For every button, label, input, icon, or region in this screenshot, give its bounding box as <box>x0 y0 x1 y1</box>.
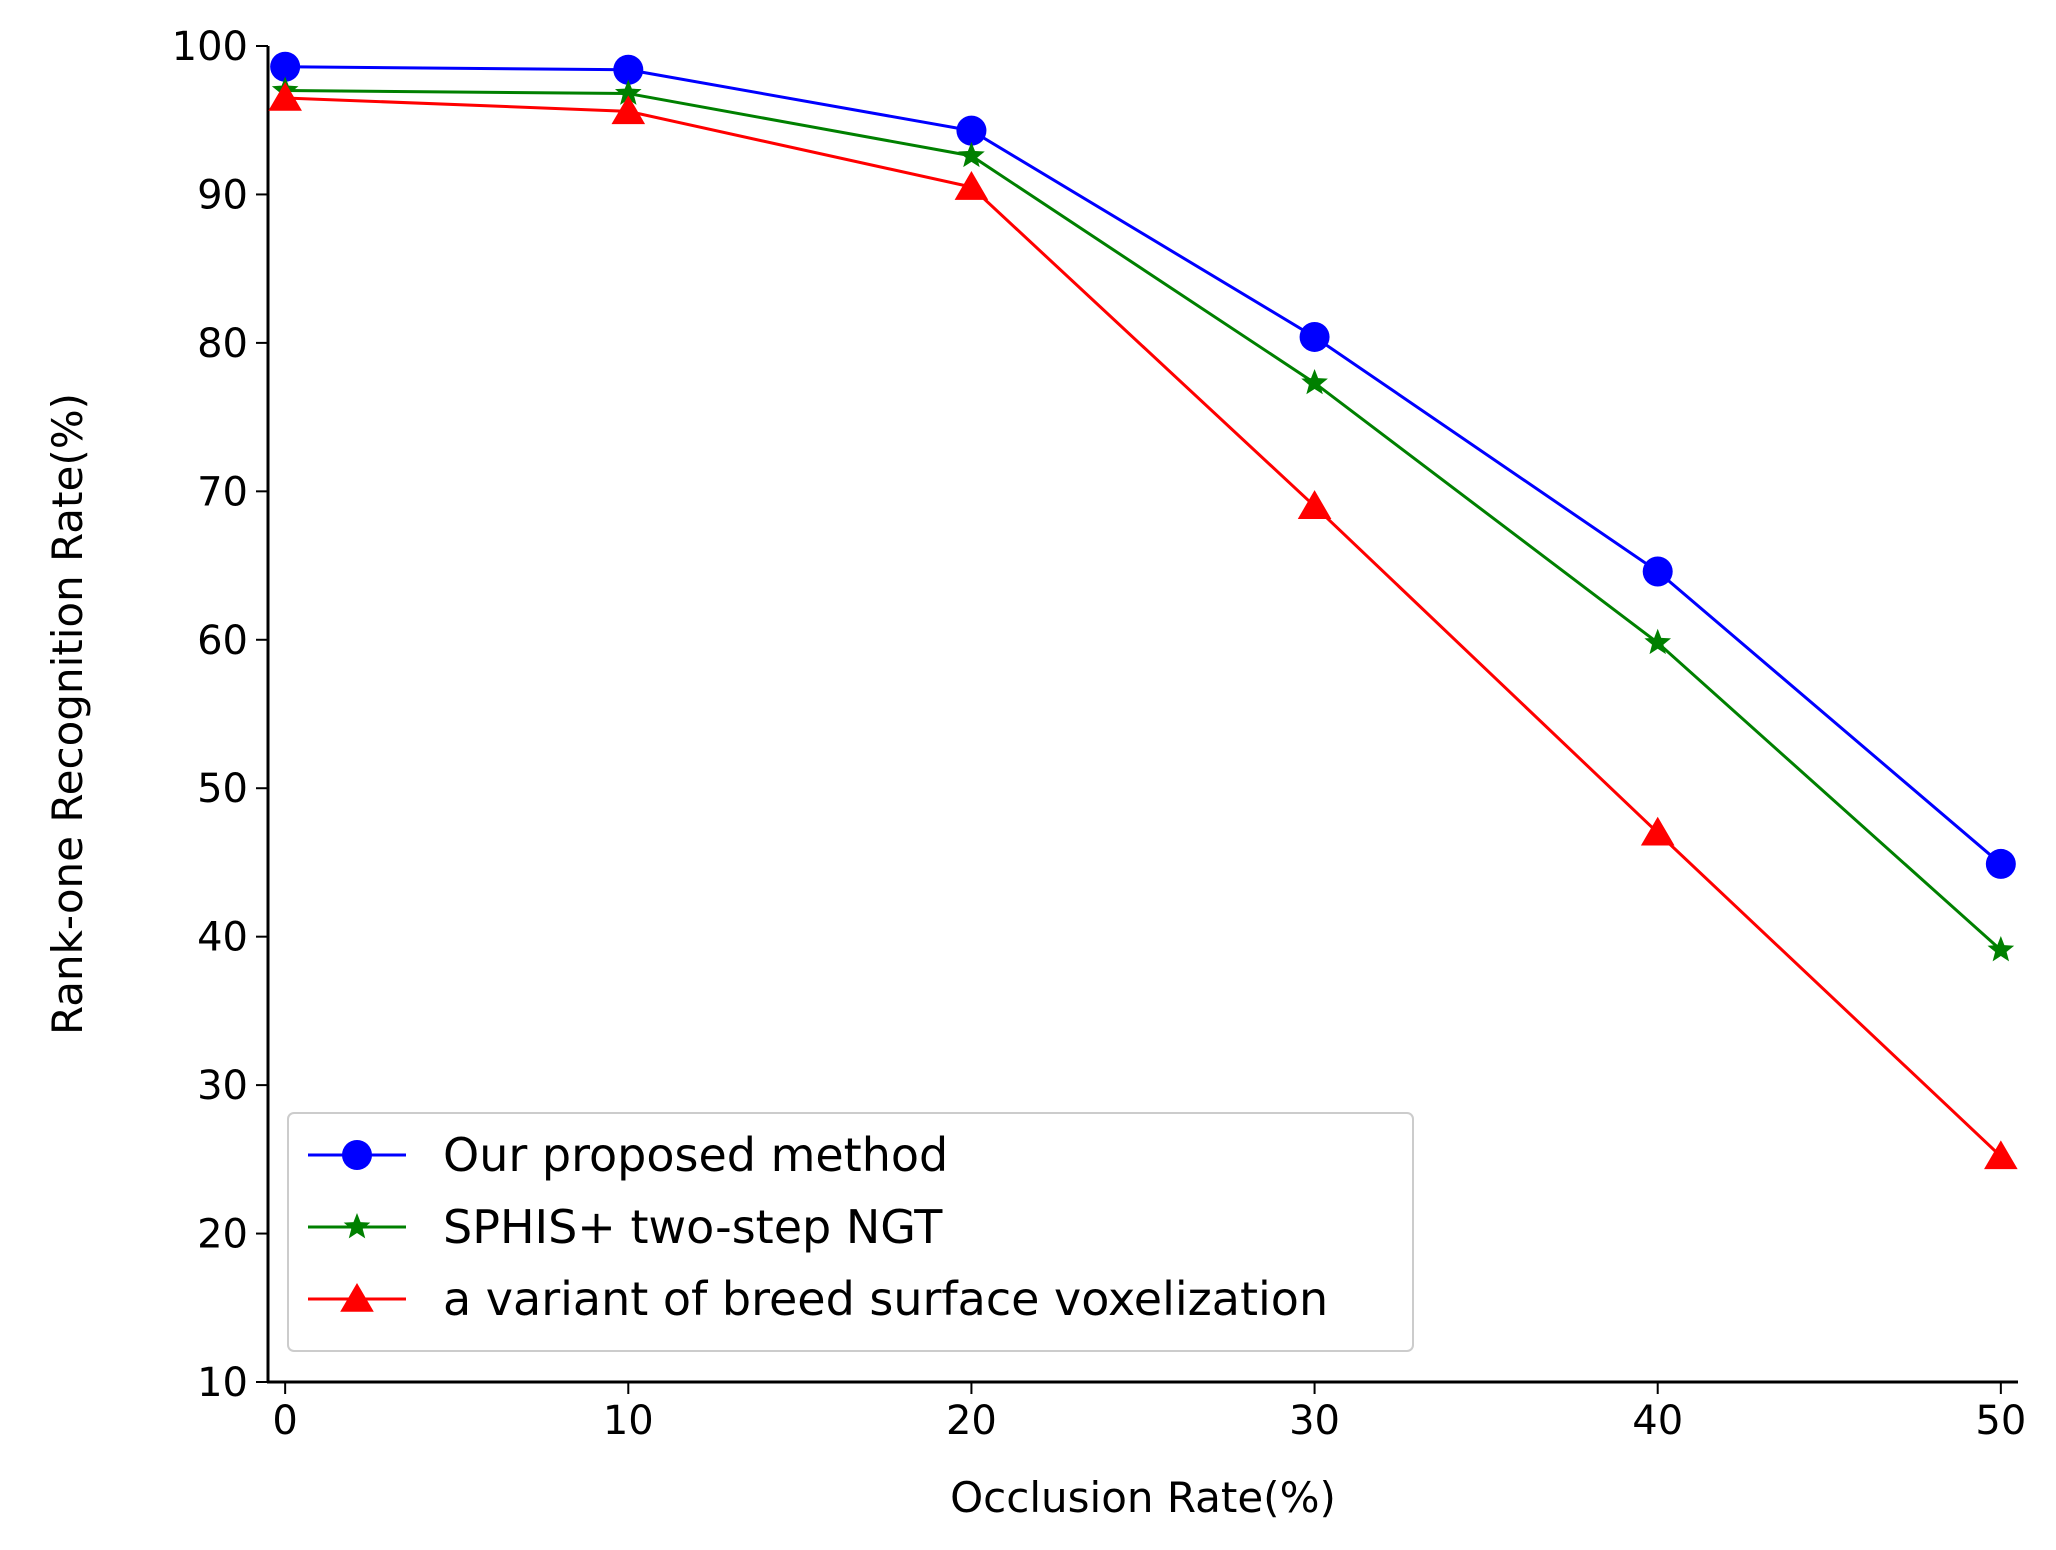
series-2 <box>271 76 2015 962</box>
data-point <box>1297 490 1332 519</box>
y-tick-label: 70 <box>197 469 248 515</box>
x-axis-title: Occlusion Rate(%) <box>950 1473 1336 1522</box>
x-tick-label: 50 <box>1975 1398 2026 1444</box>
legend: Our proposed method SPHIS+ two-step NGT a … <box>287 1112 1414 1352</box>
y-tick-label: 100 <box>172 24 248 70</box>
legend-label: a variant of breed surface voxelization <box>443 1272 1328 1326</box>
series-line <box>285 65 2002 866</box>
data-point <box>1299 321 1330 352</box>
y-tick-label: 20 <box>197 1212 248 1258</box>
legend-entry: Our proposed method <box>308 1128 948 1182</box>
y-tick-label: 50 <box>197 766 248 812</box>
series-1 <box>270 51 2016 879</box>
axes: 0 10 20 30 40 50 10 20 30 40 50 60 70 80 90 100 <box>172 24 2027 1444</box>
data-point <box>1642 556 1673 587</box>
legend-marker <box>340 1283 374 1312</box>
series-layer <box>268 51 2018 1170</box>
data-point <box>958 141 985 168</box>
data-point <box>1644 628 1672 655</box>
y-tick-label: 90 <box>197 172 248 218</box>
y-axis-title: Rank-one Recognition Rate(%) <box>43 393 92 1035</box>
data-point <box>954 171 989 200</box>
x-tick-label: 20 <box>946 1398 997 1444</box>
legend-marker <box>343 1213 371 1239</box>
x-tick-label: 30 <box>1289 1398 1340 1444</box>
data-point <box>270 51 301 82</box>
x-tick-label: 40 <box>1632 1398 1683 1444</box>
y-tick-label: 60 <box>197 618 248 664</box>
x-tick-label: 0 <box>272 1398 297 1444</box>
data-point <box>1987 936 2015 962</box>
legend-marker <box>342 1140 372 1170</box>
data-point <box>613 54 644 85</box>
legend-entry: SPHIS+ two-step NGT <box>308 1200 943 1254</box>
data-point <box>268 81 302 111</box>
data-point <box>614 79 642 105</box>
y-tick-label: 30 <box>197 1063 248 1109</box>
data-point <box>956 115 987 146</box>
data-point <box>611 95 646 125</box>
series-line <box>285 96 2002 1158</box>
legend-label: Our proposed method <box>443 1128 948 1182</box>
y-tick-label: 80 <box>197 321 248 367</box>
legend-entry: a variant of breed surface voxelization <box>308 1272 1328 1326</box>
legend-label: SPHIS+ two-step NGT <box>443 1200 943 1254</box>
x-tick-label: 10 <box>603 1398 654 1444</box>
data-point <box>1985 848 2016 879</box>
data-point <box>1984 1140 2018 1170</box>
series-3 <box>268 81 2018 1170</box>
y-tick-label: 10 <box>197 1360 248 1406</box>
data-point <box>1640 816 1675 846</box>
series-line <box>285 89 2002 952</box>
data-point <box>1301 368 1328 395</box>
legend-box <box>287 1112 1414 1352</box>
y-tick-label: 40 <box>197 915 248 961</box>
